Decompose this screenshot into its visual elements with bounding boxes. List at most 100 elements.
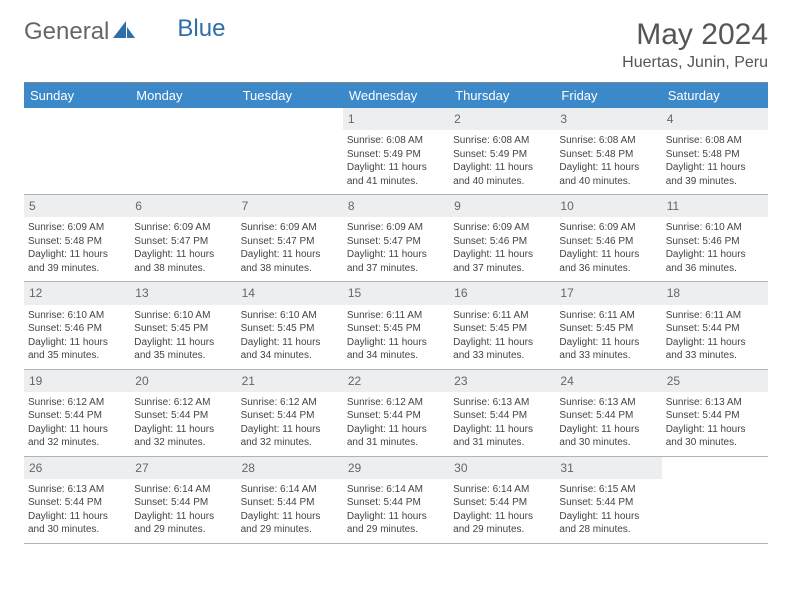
daylight-text: Daylight: 11 hours and 31 minutes.: [453, 423, 551, 450]
sunrise-text: Sunrise: 6:08 AM: [453, 134, 551, 148]
sunrise-text: Sunrise: 6:08 AM: [347, 134, 445, 148]
day-number: 19: [24, 370, 130, 392]
sunrise-text: Sunrise: 6:09 AM: [241, 221, 339, 235]
sunrise-text: Sunrise: 6:14 AM: [241, 483, 339, 497]
daylight-text: Daylight: 11 hours and 37 minutes.: [453, 248, 551, 275]
calendar-grid: Sunday Monday Tuesday Wednesday Thursday…: [24, 82, 768, 544]
sunrise-text: Sunrise: 6:13 AM: [453, 396, 551, 410]
day-number: 9: [449, 195, 555, 217]
calendar-cell: 5Sunrise: 6:09 AMSunset: 5:48 PMDaylight…: [24, 195, 130, 281]
calendar-cell-empty: .: [662, 457, 768, 543]
sunset-text: Sunset: 5:44 PM: [241, 409, 339, 423]
sunrise-text: Sunrise: 6:10 AM: [241, 309, 339, 323]
sunset-text: Sunset: 5:44 PM: [559, 409, 657, 423]
sunrise-text: Sunrise: 6:11 AM: [347, 309, 445, 323]
daylight-text: Daylight: 11 hours and 38 minutes.: [241, 248, 339, 275]
sunset-text: Sunset: 5:45 PM: [347, 322, 445, 336]
calendar-cell-empty: .: [130, 108, 236, 194]
weeks-container: ... 1Sunrise: 6:08 AMSunset: 5:49 PMDayli…: [24, 108, 768, 544]
logo-text-2: Blue: [177, 15, 225, 43]
weekday-header: Wednesday: [343, 83, 449, 108]
calendar-cell: 1Sunrise: 6:08 AMSunset: 5:49 PMDaylight…: [343, 108, 449, 194]
sunset-text: Sunset: 5:46 PM: [453, 235, 551, 249]
calendar-cell: 8Sunrise: 6:09 AMSunset: 5:47 PMDaylight…: [343, 195, 449, 281]
daylight-text: Daylight: 11 hours and 29 minutes.: [347, 510, 445, 537]
sunrise-text: Sunrise: 6:09 AM: [559, 221, 657, 235]
day-number: 4: [662, 108, 768, 130]
sunset-text: Sunset: 5:49 PM: [347, 148, 445, 162]
day-number: 13: [130, 282, 236, 304]
calendar-cell: 19Sunrise: 6:12 AMSunset: 5:44 PMDayligh…: [24, 370, 130, 456]
day-number: 8: [343, 195, 449, 217]
calendar-cell: 14Sunrise: 6:10 AMSunset: 5:45 PMDayligh…: [237, 282, 343, 368]
sunset-text: Sunset: 5:46 PM: [28, 322, 126, 336]
sunset-text: Sunset: 5:46 PM: [559, 235, 657, 249]
daylight-text: Daylight: 11 hours and 32 minutes.: [134, 423, 232, 450]
day-number: 23: [449, 370, 555, 392]
weekday-header: Saturday: [662, 83, 768, 108]
calendar-week-row: 12 Sunrise: 6:10 AM Sunset: 5:46 PM Dayligh…: [24, 282, 768, 369]
sunrise-text: Sunrise: 6:14 AM: [134, 483, 232, 497]
day-number: 6: [130, 195, 236, 217]
logo: General Blue: [24, 18, 225, 46]
logo-text-1: General: [24, 18, 109, 46]
sunrise-text: Sunrise: 6:11 AM: [453, 309, 551, 323]
sunrise-text: Sunrise: 6:10 AM: [666, 221, 764, 235]
day-number: 24: [555, 370, 661, 392]
daylight-text: Daylight: 11 hours and 39 minutes.: [28, 248, 126, 275]
day-number: 18: [662, 282, 768, 304]
sunset-text: Sunset: 5:48 PM: [666, 148, 764, 162]
day-number: 25: [662, 370, 768, 392]
day-number: 30: [449, 457, 555, 479]
calendar-cell: 29Sunrise: 6:14 AMSunset: 5:44 PMDayligh…: [343, 457, 449, 543]
calendar-cell: 20Sunrise: 6:12 AMSunset: 5:44 PMDayligh…: [130, 370, 236, 456]
day-number: 22: [343, 370, 449, 392]
sunset-text: Sunset: 5:44 PM: [347, 496, 445, 510]
calendar-cell: 22Sunrise: 6:12 AMSunset: 5:44 PMDayligh…: [343, 370, 449, 456]
daylight-text: Daylight: 11 hours and 34 minutes.: [241, 336, 339, 363]
sunset-text: Sunset: 5:48 PM: [559, 148, 657, 162]
day-number: 21: [237, 370, 343, 392]
sunset-text: Sunset: 5:44 PM: [241, 496, 339, 510]
calendar-week-row: ...1Sunrise: 6:08 AMSunset: 5:49 PMDayli…: [24, 108, 768, 195]
daylight-text: Daylight: 11 hours and 37 minutes.: [347, 248, 445, 275]
calendar-cell: 25Sunrise: 6:13 AMSunset: 5:44 PMDayligh…: [662, 370, 768, 456]
weekday-header: Tuesday: [237, 83, 343, 108]
calendar-week-row: 26Sunrise: 6:13 AMSunset: 5:44 PMDayligh…: [24, 457, 768, 544]
weekday-header: Friday: [555, 83, 661, 108]
day-number: 27: [130, 457, 236, 479]
calendar-cell: 3Sunrise: 6:08 AMSunset: 5:48 PMDaylight…: [555, 108, 661, 194]
sunset-text: Sunset: 5:45 PM: [134, 322, 232, 336]
weekday-header-row: Sunday Monday Tuesday Wednesday Thursday…: [24, 83, 768, 108]
day-number: 31: [555, 457, 661, 479]
daylight-text: Daylight: 11 hours and 36 minutes.: [666, 248, 764, 275]
day-number: 15: [343, 282, 449, 304]
calendar-cell: 2Sunrise: 6:08 AMSunset: 5:49 PMDaylight…: [449, 108, 555, 194]
day-number: 12: [24, 282, 130, 304]
sunrise-text: Sunrise: 6:09 AM: [134, 221, 232, 235]
daylight-text: Daylight: 11 hours and 34 minutes.: [347, 336, 445, 363]
daylight-text: Daylight: 11 hours and 33 minutes.: [666, 336, 764, 363]
sunset-text: Sunset: 5:44 PM: [28, 496, 126, 510]
sunset-text: Sunset: 5:45 PM: [559, 322, 657, 336]
calendar-cell: 23Sunrise: 6:13 AMSunset: 5:44 PMDayligh…: [449, 370, 555, 456]
weekday-header: Monday: [130, 83, 236, 108]
page-header: General Blue May 2024 Huertas, Junin, Pe…: [24, 18, 768, 72]
sunrise-text: Sunrise: 6:13 AM: [28, 483, 126, 497]
sunset-text: Sunset: 5:44 PM: [453, 496, 551, 510]
calendar-cell-empty: .: [24, 108, 130, 194]
daylight-text: Daylight: 11 hours and 29 minutes.: [134, 510, 232, 537]
sunset-text: Sunset: 5:47 PM: [241, 235, 339, 249]
sunrise-text: Sunrise: 6:08 AM: [559, 134, 657, 148]
calendar-cell: 24Sunrise: 6:13 AMSunset: 5:44 PMDayligh…: [555, 370, 661, 456]
sunrise-text: Sunrise: 6:08 AM: [666, 134, 764, 148]
sunrise-text: Sunrise: 6:09 AM: [453, 221, 551, 235]
sunset-text: Sunset: 5:44 PM: [666, 409, 764, 423]
month-title: May 2024: [622, 18, 768, 52]
sunrise-text: Sunrise: 6:12 AM: [347, 396, 445, 410]
calendar-cell: 31Sunrise: 6:15 AMSunset: 5:44 PMDayligh…: [555, 457, 661, 543]
day-number: 14: [237, 282, 343, 304]
daylight-text: Daylight: 11 hours and 33 minutes.: [453, 336, 551, 363]
daylight-text: Daylight: 11 hours and 29 minutes.: [453, 510, 551, 537]
calendar-cell: 7Sunrise: 6:09 AMSunset: 5:47 PMDaylight…: [237, 195, 343, 281]
